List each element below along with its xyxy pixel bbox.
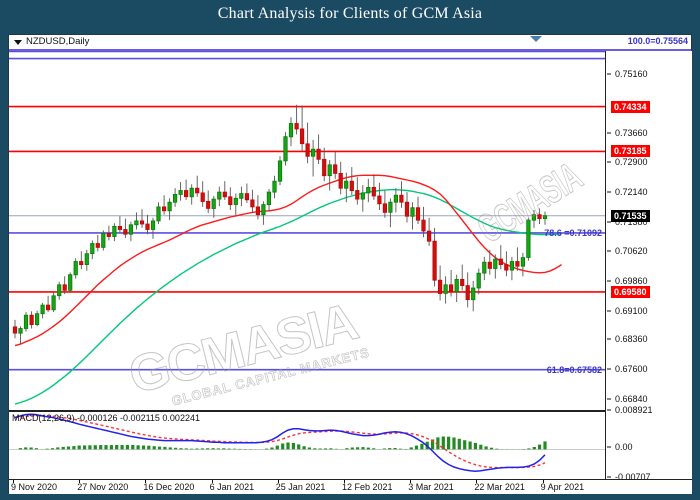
time-axis: 9 Nov 2020 27 Nov 2020 16 Dec 2020 6 Jan 20… (9, 479, 692, 494)
page-title: Chart Analysis for Clients of GCM Asia (217, 5, 483, 22)
fib-618-label: 61.8=0.67582 (546, 364, 602, 375)
symbol-bar[interactable]: NZDUSD,Daily 100.0=0.75564 (9, 35, 691, 51)
price-tick-label: 0.71380 (615, 216, 648, 227)
date-tick-label: 16 Dec 2020 (143, 482, 195, 492)
date-tick-label: 6 Jan 2021 (209, 482, 255, 492)
time-tick-mark (476, 480, 478, 483)
price-tick-label: 0.68360 (615, 334, 648, 345)
time-tick-mark (79, 480, 81, 483)
axis-tick-mark (607, 409, 611, 411)
axis-tick-mark (607, 310, 611, 312)
current-price-badge: 0.71535 (611, 209, 650, 222)
time-tick-mark (542, 480, 544, 483)
macd-indicator-label: MACD(12,26,9) -0.000126 -0.002115 0.0022… (12, 413, 200, 423)
axis-tick-mark (607, 476, 611, 478)
level-price-badge: 0.69580 (611, 285, 650, 298)
price-tick-label: 0.67600 (615, 364, 648, 375)
macd-tick-label: 0.008921 (615, 405, 653, 415)
time-tick-mark (13, 480, 14, 483)
axis-tick-mark (607, 132, 611, 134)
price-tick-label: 0.69100 (615, 305, 648, 316)
macd-tick-label: 0.00 (615, 442, 633, 453)
date-tick-label: 3 Mar 2021 (408, 482, 454, 492)
axis-tick-mark (607, 280, 611, 282)
axis-tick-mark (607, 191, 611, 193)
price-tick-label: 0.69860 (615, 275, 648, 286)
price-axis: 0.75160 0.73660 0.72900 0.72140 0.71380 0.706… (605, 51, 692, 482)
date-tick-label: 22 Mar 2021 (474, 482, 525, 492)
price-tick-label: 0.72900 (615, 157, 648, 168)
price-tick-label: 0.66840 (615, 393, 648, 404)
time-tick-mark (344, 480, 345, 483)
date-tick-label: 9 Nov 2020 (11, 482, 58, 492)
chevron-down-icon[interactable] (530, 36, 542, 42)
date-tick-label: 25 Jan 2021 (275, 482, 326, 492)
chart-window: NZDUSD,Daily 100.0=0.75564 GCMASIA GLOBA… (8, 34, 692, 494)
price-plot (9, 51, 605, 405)
macd-tick-label: -0.00707 (615, 472, 651, 482)
price-tick-label: 0.73660 (615, 127, 648, 138)
price-tick-label: 0.72140 (615, 187, 648, 198)
fib-100-label: 100.0=0.75564 (627, 36, 688, 46)
price-chart-pane[interactable]: GCMASIA GLOBAL CAPITAL MARKETS GCMASIA 7… (9, 51, 605, 408)
axis-tick-mark (607, 161, 611, 163)
time-tick-mark (410, 480, 412, 483)
axis-tick-mark (607, 250, 611, 252)
time-tick-mark (211, 480, 213, 483)
time-tick-mark (277, 480, 279, 483)
level-price-badge: 0.74334 (611, 100, 650, 113)
axis-tick-mark (607, 368, 611, 370)
level-price-badge: 0.73185 (611, 145, 650, 158)
date-tick-label: 9 Apr 2021 (540, 482, 585, 492)
macd-chart-pane[interactable]: MACD(12,26,9) -0.000126 -0.002115 0.0022… (9, 410, 605, 479)
header-banner: Chart Analysis for Clients of GCM Asia (0, 0, 700, 34)
price-tick-label: 0.75160 (615, 69, 648, 80)
axis-tick-mark (607, 221, 611, 223)
axis-tick-mark (607, 338, 611, 340)
macd-plot (9, 413, 605, 472)
price-tick-label: 0.70620 (615, 246, 648, 257)
axis-tick-mark (607, 398, 611, 400)
axis-tick-mark (607, 73, 611, 75)
triangle-down-icon[interactable] (14, 40, 22, 45)
date-tick-label: 12 Feb 2021 (342, 482, 393, 492)
fib-786-label: 78.6 =0.71092 (544, 227, 602, 238)
symbol-label: NZDUSD,Daily (26, 36, 90, 47)
time-tick-mark (145, 480, 147, 483)
date-tick-label: 27 Nov 2020 (77, 482, 129, 492)
axis-tick-mark (607, 446, 611, 448)
